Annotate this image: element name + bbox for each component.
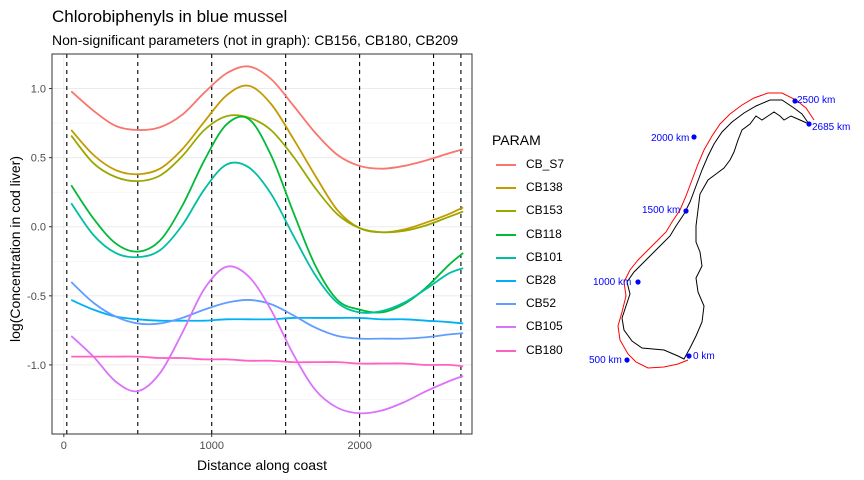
map-point [635,279,641,285]
series-line-cb105 [70,265,464,415]
y-tick-label: -1.0 [27,360,46,372]
legend-item: CB101 [492,247,563,270]
series-line-cb101 [70,161,464,314]
legend-key [496,164,516,166]
y-tick-label: 0.5 [31,153,46,165]
legend-item: CB105 [492,316,563,339]
legend-item: CB118 [492,224,562,247]
legend-label: CB118 [526,226,562,241]
legend-item: CB153 [492,200,563,223]
legend-label: CB138 [526,180,563,195]
legend-label: CB101 [526,249,563,264]
legend-key [496,349,516,352]
legend-key [496,210,516,213]
coast-map: 0 km 500 km 1000 km 1500 km 2000 km 2500 km 26… [584,86,850,401]
legend-key [496,256,516,259]
map-point [624,357,630,363]
series-line-cb138 [70,84,464,234]
land-outline [621,99,811,360]
legend-item: CB52 [492,293,556,316]
x-tick-label: 1000 [199,440,223,452]
map-point-label: 500 km [589,355,622,366]
legend-item: CB_S7 [492,154,564,177]
map-point-label: 1500 km [642,205,681,216]
map-point [691,134,697,140]
map-point [683,208,689,214]
legend-key [496,187,516,190]
map-point [792,98,798,104]
series-line-cb28 [70,299,464,325]
map-point [686,353,692,359]
coast-distance-line [617,92,815,369]
x-axis-label: Distance along coast [197,457,327,473]
map-point-label: 2000 km [651,133,690,144]
y-axis-label: log(Concentration in cod liver) [7,156,23,342]
map-point [806,121,812,127]
legend-title: PARAM [492,132,541,148]
map-point-label: 2500 km [797,95,836,106]
y-tick-label: 1.0 [31,84,46,96]
map-point-label: 1000 km [593,277,632,288]
map-point-label: 0 km [693,351,715,362]
legend-item: CB180 [492,340,563,363]
legend-key [496,326,516,329]
series-line-cb180 [71,355,464,368]
chart-subtitle: Non-significant parameters (not in graph… [52,32,459,48]
legend-item: CB138 [492,177,563,200]
series-line-cb52 [70,281,464,340]
legend-label: CB28 [526,272,557,287]
x-tick-label: 2000 [347,440,371,452]
legend-key [496,233,516,236]
legend: PARAM CB_S7 CB138 CB153 CB118 CB101 CB28 CB52 C… [492,132,564,363]
norway-map [617,92,815,369]
y-tick-label: -0.5 [27,291,46,303]
legend-label: CB180 [526,342,563,357]
x-tick-label: 0 [61,440,67,452]
series-line-cb153 [70,114,464,234]
panel-border [51,53,473,435]
legend-label: CB_S7 [526,157,565,171]
legend-key [496,303,516,306]
series-line-cb118 [70,115,464,314]
legend-item: CB28 [492,270,556,293]
legend-label: CB153 [526,203,563,218]
series-line-cb-s7 [70,65,464,170]
legend-label: CB105 [526,319,563,334]
chart-title: Chlorobiphenyls in blue mussel [52,7,288,26]
map-point-label: 2685 km [812,122,851,133]
y-tick-label: 0.0 [31,222,46,234]
legend-label: CB52 [526,296,557,311]
legend-key [496,279,516,282]
